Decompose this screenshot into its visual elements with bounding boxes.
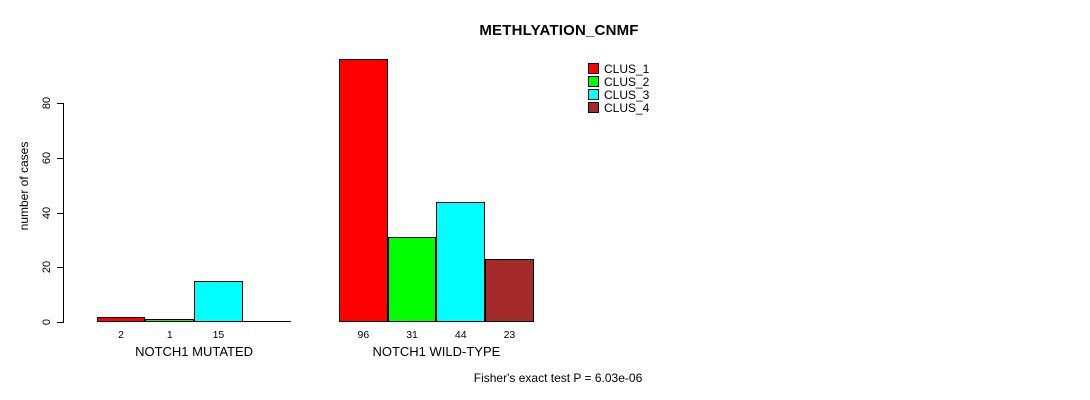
legend-label: CLUS_1	[604, 61, 650, 76]
zero-bar-baseline	[242, 321, 292, 322]
bar-clus_1	[339, 59, 388, 322]
x-group-label: NOTCH1 WILD-TYPE	[372, 344, 501, 359]
y-axis-line	[63, 103, 64, 323]
y-axis-tick	[57, 103, 63, 104]
y-axis-tick	[57, 267, 63, 269]
y-axis-tick	[57, 157, 63, 159]
bar-clus_2	[145, 319, 195, 322]
bar-clus_2	[387, 237, 437, 322]
x-group-label: NOTCH1 MUTATED	[135, 344, 254, 359]
y-axis-tick-label: 40	[41, 206, 53, 219]
legend-label: CLUS_2	[604, 74, 650, 89]
bar-count-label: 2	[118, 329, 124, 341]
legend-item: CLUS_1	[588, 61, 650, 76]
legend-label: CLUS_3	[604, 87, 650, 102]
legend-swatch-icon	[588, 63, 599, 74]
legend-item: CLUS_4	[588, 100, 650, 115]
legend-item: CLUS_3	[588, 87, 650, 102]
bar-count-label: 96	[357, 329, 370, 341]
bar-count-label: 31	[406, 329, 418, 341]
y-axis-tick-label: 80	[41, 96, 53, 110]
bar-clus_1	[96, 316, 146, 322]
y-axis-tick-label: 20	[41, 261, 53, 274]
legend: CLUS_1 CLUS_2 CLUS_3 CLUS_4	[588, 61, 650, 115]
bar-clus_3	[194, 280, 243, 322]
y-axis-tick	[57, 212, 63, 214]
legend-swatch-icon	[588, 76, 599, 87]
bar-count-label: 1	[166, 329, 173, 341]
y-axis-tick-label: 0	[41, 318, 53, 326]
bar-clus_4	[485, 259, 534, 322]
bar-count-label: 15	[212, 329, 225, 341]
bar-count-label: 23	[503, 329, 516, 341]
legend-label: CLUS_4	[604, 100, 650, 115]
legend-swatch-icon	[588, 102, 599, 113]
y-axis-tick	[57, 322, 63, 323]
bar-clus_3	[436, 201, 486, 322]
bar-count-label: 44	[454, 329, 467, 341]
chart-title: METHLYATION_CNMF	[479, 22, 639, 39]
y-axis-tick-label: 60	[41, 151, 53, 164]
legend-item: CLUS_2	[588, 74, 650, 89]
legend-swatch-icon	[588, 89, 599, 100]
y-axis-label: number of cases	[17, 141, 31, 231]
annotation-text: Fisher's exact test P = 6.03e-06	[473, 371, 643, 385]
